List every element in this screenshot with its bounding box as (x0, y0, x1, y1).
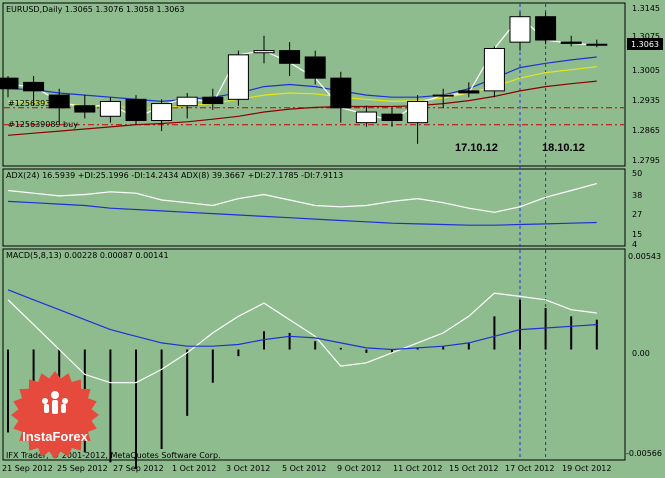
date-tick-5: 5 Oct 2012 (282, 464, 326, 473)
date-tick-1: 25 Sep 2012 (57, 464, 108, 473)
order-lines (4, 107, 624, 126)
candles (0, 12, 608, 144)
candle-body-20 (509, 16, 531, 43)
macd-header: MACD(5,8,13) 0.00228 0.00087 0.00141 (6, 251, 169, 260)
adx-tick-3: 15 (632, 230, 642, 239)
badge-shape (11, 371, 99, 459)
candle-body-23 (586, 43, 608, 46)
adx-blue-line (7, 200, 597, 226)
candle-body-18 (458, 90, 480, 94)
candle-body-8 (202, 96, 224, 105)
candle-body-12 (304, 56, 326, 79)
price-tick-5: 1.2795 (632, 156, 660, 165)
date-tick-3: 1 Oct 2012 (172, 464, 216, 473)
candle-body-15 (381, 113, 403, 122)
candle-body-17 (432, 94, 454, 97)
date-tick-2: 27 Sep 2012 (113, 464, 164, 473)
price-tick-1: 1.3075 (632, 32, 660, 41)
date-tick-6: 9 Oct 2012 (337, 464, 381, 473)
date-tick-8: 15 Oct 2012 (449, 464, 498, 473)
ma-blue-line (7, 56, 597, 103)
candle-body-1 (23, 81, 45, 92)
candle-body-19 (483, 47, 505, 92)
candle-body-22 (560, 41, 582, 44)
candle-body-16 (407, 100, 429, 124)
price-tick-4: 1.2865 (632, 126, 660, 135)
date-mark-17: 17.10.12 (455, 142, 498, 154)
current-price-box (627, 38, 663, 50)
adx-header: ADX(24) 16.5939 +DI:25.1996 -DI:14.2434 … (6, 171, 343, 180)
adx-tick-1: 38 (632, 191, 642, 200)
date-tick-7: 11 Oct 2012 (393, 464, 442, 473)
logo-person-icon (42, 391, 68, 414)
macd-series (7, 289, 598, 469)
adx-tick-4: 4 (632, 240, 637, 249)
main-header: EURUSD,Daily 1.3065 1.3076 1.3058 1.3063 (6, 5, 185, 14)
candle-body-13 (330, 77, 352, 109)
macd-tick-0: 0.00543 (628, 252, 661, 261)
candle-body-9 (227, 54, 249, 100)
current-price: 1.3063 (631, 40, 659, 49)
logo-text: InstaForex (22, 429, 89, 444)
date-mark-18: 18.10.12 (542, 142, 585, 154)
candle-body-6 (151, 103, 173, 122)
adx-lines (7, 183, 597, 226)
price-tick-0: 1.3145 (632, 4, 660, 13)
macd-tick-1: 0.00 (632, 349, 650, 358)
candle-body-4 (99, 100, 121, 117)
adx-white-line (7, 183, 597, 213)
date-tick-0: 21 Sep 2012 (2, 464, 53, 473)
moving-averages (7, 15, 597, 136)
macd-blue-line (7, 289, 597, 351)
copyright: IFX Trader, © 2001-2012, MetaQuotes Soft… (6, 451, 221, 460)
date-tick-10: 19 Oct 2012 (562, 464, 611, 473)
candle-body-5 (125, 98, 147, 122)
order-label-1: #12563931 (8, 99, 55, 108)
macd-white-line (7, 292, 597, 384)
close-white-line (7, 15, 597, 122)
candle-body-2 (48, 94, 70, 109)
price-tick-3: 1.2935 (632, 96, 660, 105)
adx-panel[interactable] (2, 168, 626, 247)
macd-panel[interactable] (2, 248, 626, 461)
date-tick-9: 17 Oct 2012 (505, 464, 554, 473)
candle-body-14 (355, 111, 377, 124)
candle-body-0 (0, 77, 19, 90)
macd-tick-2: -0.00566 (626, 449, 662, 458)
candle-body-21 (535, 16, 557, 41)
instaforex-logo: InstaForex (11, 371, 99, 459)
date-tick-4: 3 Oct 2012 (226, 464, 270, 473)
candle-body-10 (253, 50, 275, 54)
candle-body-3 (74, 105, 96, 113)
ma-red-line (7, 80, 597, 136)
candle-body-11 (279, 50, 301, 64)
order-label-2: #125639089 buy (8, 120, 78, 129)
candle-body-7 (176, 96, 198, 107)
price-tick-2: 1.3005 (632, 66, 660, 75)
adx-tick-2: 27 (632, 210, 642, 219)
date-vlines (519, 4, 547, 460)
adx-tick-0: 50 (632, 169, 642, 178)
